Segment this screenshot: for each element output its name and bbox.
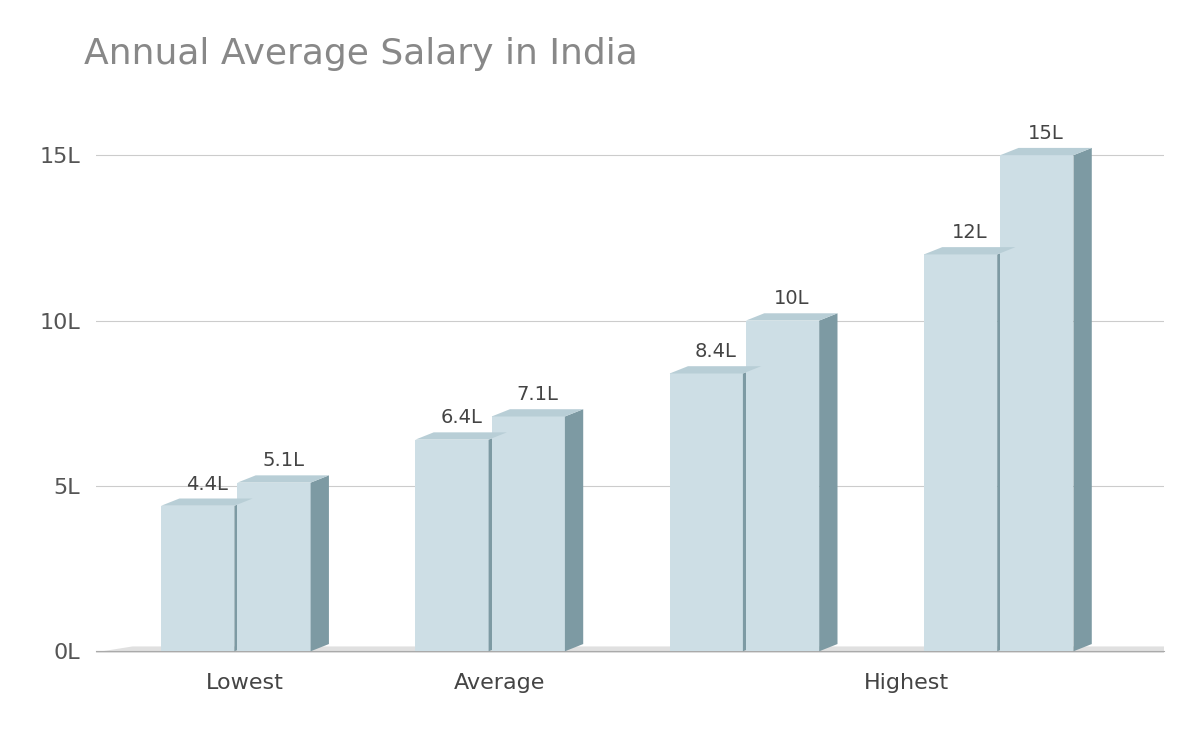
Polygon shape — [1001, 148, 1092, 155]
Polygon shape — [1001, 155, 1074, 651]
Text: 8.4L: 8.4L — [695, 342, 737, 361]
Text: 15L: 15L — [1028, 124, 1064, 143]
Text: Annual Average Salary in India: Annual Average Salary in India — [84, 37, 637, 71]
Polygon shape — [924, 247, 1015, 255]
Text: Lowest: Lowest — [206, 673, 284, 693]
Text: 5.1L: 5.1L — [262, 451, 304, 470]
Polygon shape — [746, 313, 838, 321]
Polygon shape — [311, 476, 329, 651]
Polygon shape — [565, 409, 583, 651]
Polygon shape — [234, 499, 253, 651]
Polygon shape — [488, 433, 506, 651]
Polygon shape — [743, 367, 761, 651]
Text: 4.4L: 4.4L — [186, 475, 228, 493]
Polygon shape — [238, 476, 329, 482]
Polygon shape — [924, 255, 997, 651]
Polygon shape — [492, 409, 583, 416]
Polygon shape — [238, 482, 311, 651]
Text: 12L: 12L — [952, 223, 988, 242]
Polygon shape — [670, 373, 743, 651]
Polygon shape — [820, 313, 838, 651]
Text: 10L: 10L — [774, 289, 810, 309]
Polygon shape — [96, 647, 1200, 653]
Polygon shape — [670, 367, 761, 373]
Polygon shape — [161, 506, 234, 651]
Polygon shape — [997, 247, 1015, 651]
Text: 7.1L: 7.1L — [516, 385, 558, 404]
Text: Highest: Highest — [864, 673, 949, 693]
Polygon shape — [1074, 148, 1092, 651]
Polygon shape — [415, 433, 506, 439]
Polygon shape — [161, 499, 253, 506]
Text: Average: Average — [454, 673, 545, 693]
Polygon shape — [492, 416, 565, 651]
Text: 6.4L: 6.4L — [440, 408, 482, 427]
Polygon shape — [415, 439, 488, 651]
Polygon shape — [746, 321, 820, 651]
